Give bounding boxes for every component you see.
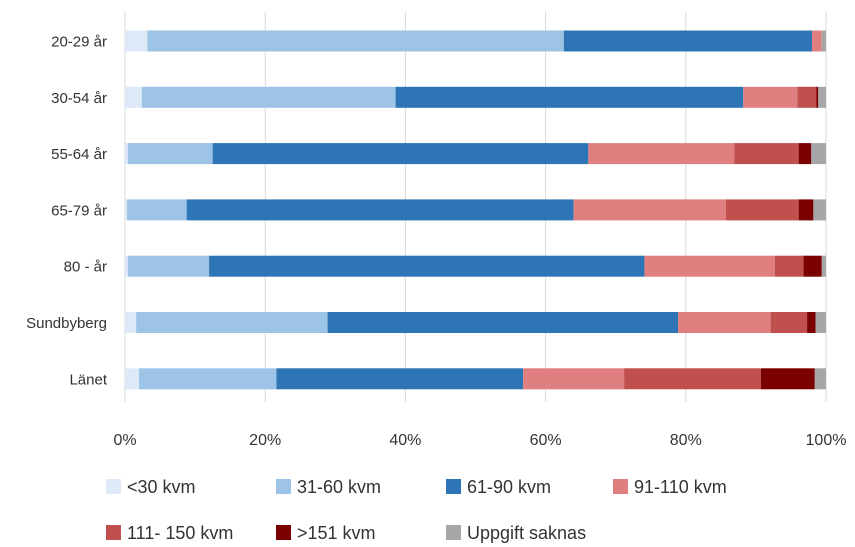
legend-swatch	[276, 479, 291, 494]
bar-65-79-år-30-kvm	[125, 199, 128, 221]
bar-30-54-år-30-kvm	[125, 86, 142, 108]
bar-80-år-111-150-kvm	[774, 255, 804, 277]
bar-sundbyberg-151-kvm	[807, 312, 816, 333]
bar-55-64-år-31-60-kvm	[127, 143, 213, 165]
bar-55-64-år-61-90-kvm	[212, 143, 589, 165]
bar-20-29-år-30-kvm	[125, 30, 148, 52]
x-tick-label: 60%	[530, 432, 562, 449]
legend-swatch	[276, 525, 291, 540]
bar-länet-151-kvm	[760, 368, 815, 390]
legend-label: Uppgift saknas	[467, 523, 586, 543]
legend-item-111-150-kvm: 111- 150 kvm	[106, 523, 233, 543]
legend-item-151-kvm: >151 kvm	[276, 523, 376, 543]
bar-30-54-år-111-150-kvm	[797, 86, 817, 108]
category-label: 20-29 år	[51, 34, 107, 51]
legend-label: 61-90 kvm	[467, 477, 551, 497]
legend-swatch	[446, 479, 461, 494]
bar-länet-111-150-kvm	[624, 368, 761, 390]
bar-80-år-30-kvm	[125, 255, 128, 277]
bar-65-79-år-31-60-kvm	[127, 199, 187, 221]
bar-länet-61-90-kvm	[276, 368, 524, 390]
bar-sundbyberg-61-90-kvm	[327, 312, 679, 333]
bar-30-54-år-151-kvm	[816, 86, 819, 108]
bar-30-54-år-91-110-kvm	[743, 86, 798, 108]
bar-55-64-år-91-110-kvm	[588, 143, 735, 165]
bar-80-år-31-60-kvm	[127, 255, 210, 277]
bar-55-64-år-uppgift-saknas	[811, 143, 826, 165]
bar-sundbyberg-uppgift-saknas	[815, 312, 826, 333]
x-axis-ticks: 0% 20% 40% 60% 80% 100%	[113, 432, 846, 449]
bar-55-64-år-111-150-kvm	[734, 143, 799, 165]
legend-swatch	[446, 525, 461, 540]
bar-55-64-år-151-kvm	[798, 143, 812, 165]
bar-65-79-år-111-150-kvm	[725, 199, 799, 221]
bar-länet-uppgift-saknas	[814, 368, 826, 390]
category-label: Länet	[69, 371, 107, 388]
category-label: 55-64 år	[51, 146, 107, 163]
legend: <30 kvm 31-60 kvm 61-90 kvm 91-110 kvm 111- …	[106, 477, 727, 543]
bar-30-54-år-61-90-kvm	[395, 86, 744, 108]
x-tick-label: 0%	[113, 432, 136, 449]
legend-item-91-110-kvm: 91-110 kvm	[613, 477, 727, 497]
bar-sundbyberg-30-kvm	[125, 312, 137, 333]
legend-swatch	[106, 525, 121, 540]
bar-20-29-år-61-90-kvm	[563, 30, 812, 52]
category-label: Sundbyberg	[26, 315, 107, 332]
x-tick-label: 40%	[389, 432, 421, 449]
bar-65-79-år-61-90-kvm	[186, 199, 574, 221]
bar-länet-30-kvm	[125, 368, 140, 390]
bar-80-år-uppgift-saknas	[821, 255, 826, 277]
bar-30-54-år-uppgift-saknas	[818, 86, 826, 108]
legend-item-uppgift-saknas: Uppgift saknas	[446, 523, 586, 543]
bar-65-79-år-151-kvm	[798, 199, 814, 221]
x-tick-label: 100%	[806, 432, 847, 449]
bar-20-29-år-31-60-kvm	[147, 30, 564, 52]
bar-länet-31-60-kvm	[139, 368, 277, 390]
bar-30-54-år-31-60-kvm	[141, 86, 396, 108]
x-tick-label: 20%	[249, 432, 281, 449]
legend-label: 111- 150 kvm	[127, 523, 233, 543]
category-labels: 20-29 år 30-54 år 55-64 år 65-79 år 80 - år S…	[26, 34, 108, 389]
category-label: 30-54 år	[51, 90, 107, 107]
legend-item-30-kvm: <30 kvm	[106, 477, 196, 497]
bar-65-79-år-91-110-kvm	[573, 199, 726, 221]
bar-sundbyberg-111-150-kvm	[770, 312, 808, 333]
bar-80-år-91-110-kvm	[644, 255, 775, 277]
bar-55-64-år-30-kvm	[125, 143, 128, 165]
legend-label: 91-110 kvm	[634, 477, 727, 497]
category-label: 80 - år	[64, 259, 107, 276]
x-tick-label: 80%	[670, 432, 702, 449]
legend-label: <30 kvm	[127, 477, 196, 497]
bar-sundbyberg-31-60-kvm	[136, 312, 328, 333]
bar-65-79-år-uppgift-saknas	[813, 199, 826, 221]
legend-swatch	[106, 479, 121, 494]
bar-länet-91-110-kvm	[523, 368, 625, 390]
legend-label: >151 kvm	[297, 523, 376, 543]
legend-label: 31-60 kvm	[297, 477, 381, 497]
legend-item-31-60-kvm: 31-60 kvm	[276, 477, 381, 497]
category-label: 65-79 år	[51, 202, 107, 219]
bar-20-29-år-91-110-kvm	[811, 30, 822, 52]
legend-swatch	[613, 479, 628, 494]
bar-80-år-61-90-kvm	[209, 255, 645, 277]
bar-80-år-151-kvm	[803, 255, 822, 277]
legend-item-61-90-kvm: 61-90 kvm	[446, 477, 551, 497]
bar-20-29-år-uppgift-saknas	[821, 30, 826, 52]
bar-sundbyberg-91-110-kvm	[678, 312, 771, 333]
bars	[125, 30, 826, 390]
